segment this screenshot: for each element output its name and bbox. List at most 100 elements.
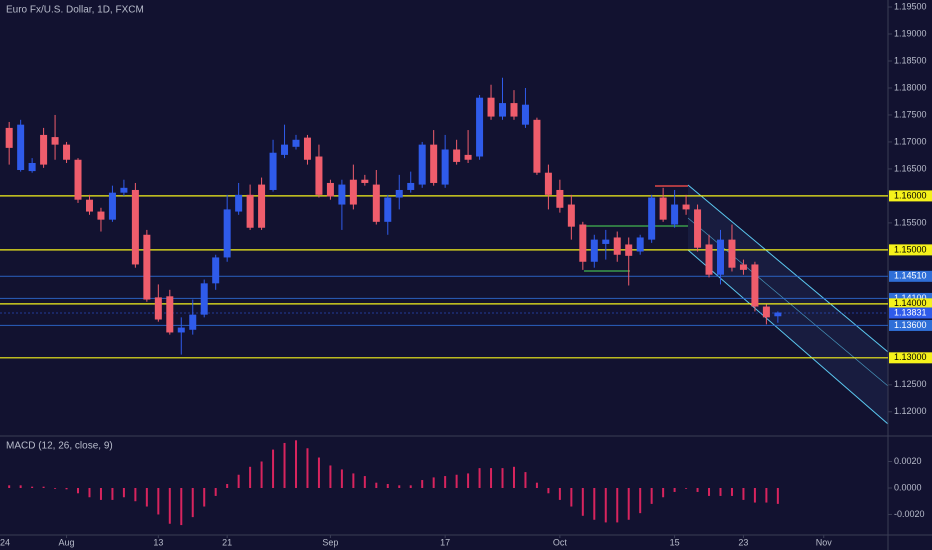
candle-body: [74, 159, 82, 200]
candle-body: [5, 127, 13, 148]
candle-body: [636, 237, 644, 252]
candle-body: [751, 264, 759, 307]
candle-body: [682, 204, 690, 210]
histogram-bar: [249, 466, 252, 488]
candle-body: [143, 234, 151, 300]
y-tick-label: 1.18000: [894, 82, 927, 92]
histogram-bar: [88, 487, 91, 498]
candle-body: [418, 144, 426, 185]
candle-body: [407, 182, 415, 190]
histogram-bar: [54, 487, 57, 489]
candle-body: [131, 189, 139, 265]
price-label-box: [889, 298, 932, 310]
histogram-bar: [352, 473, 355, 488]
x-tick-label: 17: [440, 537, 450, 547]
y-tick-label: 1.17500: [894, 109, 927, 119]
candle-body: [441, 149, 449, 185]
candle-body: [177, 327, 185, 333]
candle-body: [521, 104, 529, 125]
histogram-bar: [31, 486, 34, 488]
x-tick-label: Oct: [553, 537, 568, 547]
candle-body: [51, 137, 59, 145]
y-tick-label: 1.19000: [894, 28, 927, 38]
histogram-bar: [432, 477, 435, 488]
candle-body: [17, 124, 25, 171]
candle-body: [728, 239, 736, 268]
price-label: 1.13831: [894, 307, 927, 317]
histogram-bar: [375, 482, 378, 488]
price-label-box: [889, 319, 932, 331]
candle-body: [235, 194, 243, 212]
histogram-bar: [421, 480, 424, 488]
histogram-bar: [329, 465, 332, 488]
candle-body: [510, 103, 518, 117]
histogram-bar: [535, 482, 538, 488]
histogram-bar: [467, 473, 470, 488]
histogram-bar: [272, 449, 275, 488]
x-tick-label: 24: [0, 537, 10, 547]
histogram-bar: [627, 487, 630, 520]
y-tick-label: 1.17000: [894, 136, 927, 146]
histogram-bar: [306, 448, 309, 488]
price-label-box: [889, 270, 932, 282]
candle-body: [453, 149, 461, 162]
histogram-bar: [604, 487, 607, 523]
x-tick-label: Sep: [322, 537, 338, 547]
candle-body: [384, 197, 392, 222]
price-label: 1.14510: [894, 271, 927, 281]
candle-body: [292, 139, 300, 147]
price-label-box: [889, 244, 932, 256]
histogram-bar: [490, 468, 493, 488]
price-label-box: [889, 190, 932, 202]
candle-body: [613, 237, 621, 255]
histogram-bar: [340, 469, 343, 488]
candle-body: [281, 144, 289, 155]
price-label: 1.13000: [894, 352, 927, 362]
histogram-bar: [145, 487, 148, 507]
candle-body: [28, 162, 36, 172]
histogram-bar: [512, 466, 515, 488]
histogram-bar: [8, 485, 11, 488]
x-tick-label: Nov: [816, 537, 833, 547]
candle-body: [579, 224, 587, 262]
candle-body: [602, 239, 610, 244]
histogram-bar: [65, 487, 68, 490]
candle-body: [326, 182, 334, 197]
candle-body: [349, 179, 357, 205]
histogram-bar: [191, 487, 194, 518]
channel-line: [687, 249, 889, 425]
candle-body: [705, 244, 713, 275]
y-tick-label: 1.19500: [894, 1, 927, 11]
histogram-bar: [317, 457, 320, 488]
candle-body: [659, 197, 667, 220]
y-tick-label: 1.18500: [894, 55, 927, 65]
x-tick-label: 21: [222, 537, 232, 547]
histogram-bar: [226, 484, 229, 488]
channel-fill: [688, 185, 888, 424]
histogram-bar: [501, 468, 504, 488]
candle-body: [533, 119, 541, 173]
candle-body: [464, 154, 472, 160]
candle-body: [544, 172, 552, 195]
histogram-bar: [42, 486, 45, 488]
candle-body: [774, 312, 782, 317]
candle-body: [223, 209, 231, 258]
histogram-bar: [455, 474, 458, 488]
candle-body: [212, 257, 220, 284]
histogram-bar: [99, 487, 102, 500]
candle-body: [430, 144, 438, 183]
candle-body: [361, 179, 369, 183]
candle-body: [246, 194, 254, 228]
price-label: 1.16000: [894, 190, 927, 200]
histogram-bar: [524, 472, 527, 488]
x-tick-label: 15: [670, 537, 680, 547]
histogram-bar: [765, 487, 768, 503]
histogram-bar: [593, 487, 596, 520]
candle-body: [63, 144, 71, 160]
y-tick-label: 1.15500: [894, 217, 927, 227]
candle-body: [625, 244, 633, 256]
candle-body: [120, 187, 128, 193]
histogram-bar: [708, 487, 711, 496]
